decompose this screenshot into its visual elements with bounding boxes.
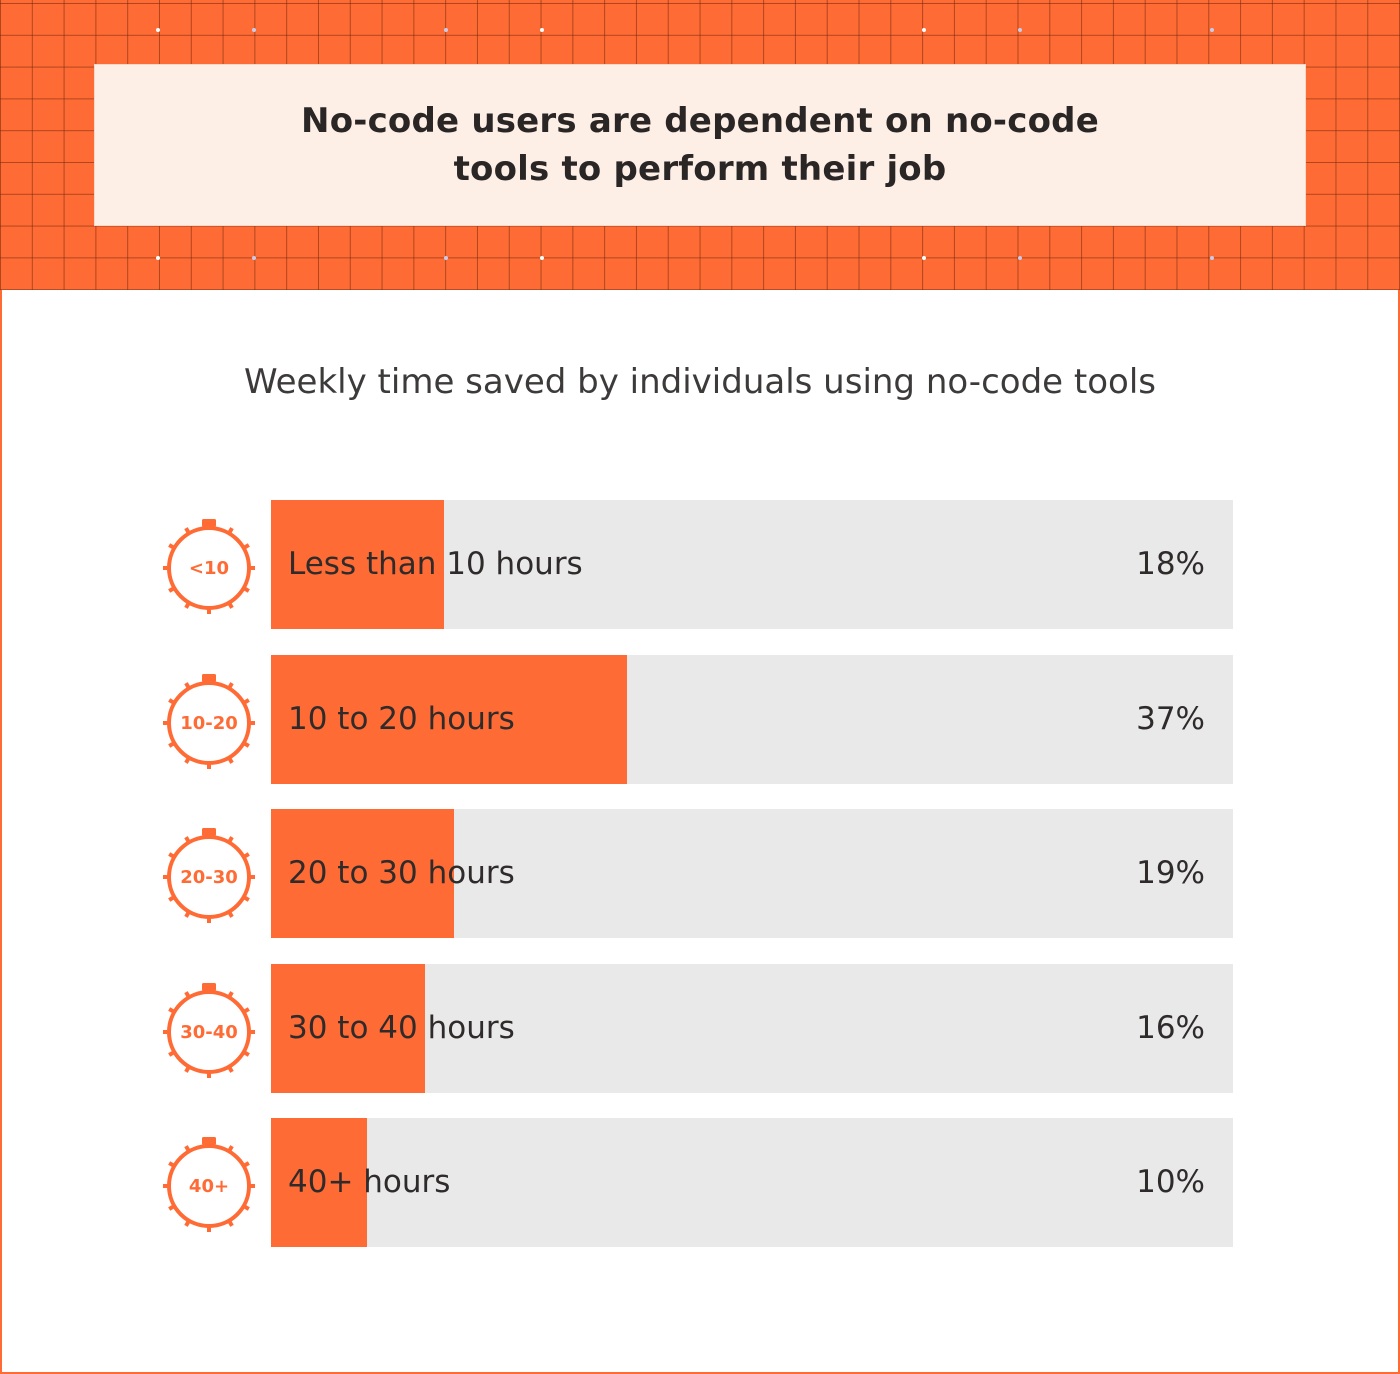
grid-dot xyxy=(1210,256,1214,260)
page-title: No-code users are dependent on no-code t… xyxy=(301,101,1099,189)
grid-dot xyxy=(1018,28,1022,32)
grid-dot xyxy=(252,28,256,32)
chart-title: Weekly time saved by individuals using n… xyxy=(244,362,1156,402)
grid-dot xyxy=(540,28,544,32)
grid-dot xyxy=(1210,28,1214,32)
grid-dot xyxy=(922,28,926,32)
header-band: No-code users are dependent on no-code t… xyxy=(0,0,1400,290)
grid-dot xyxy=(444,28,448,32)
grid-dot xyxy=(156,28,160,32)
grid-dot xyxy=(922,256,926,260)
title-box: No-code users are dependent on no-code t… xyxy=(94,64,1306,226)
grid-dot xyxy=(540,256,544,260)
grid-dot xyxy=(156,256,160,260)
grid-dot xyxy=(1018,256,1022,260)
grid-dot xyxy=(444,256,448,260)
grid-dot xyxy=(252,256,256,260)
